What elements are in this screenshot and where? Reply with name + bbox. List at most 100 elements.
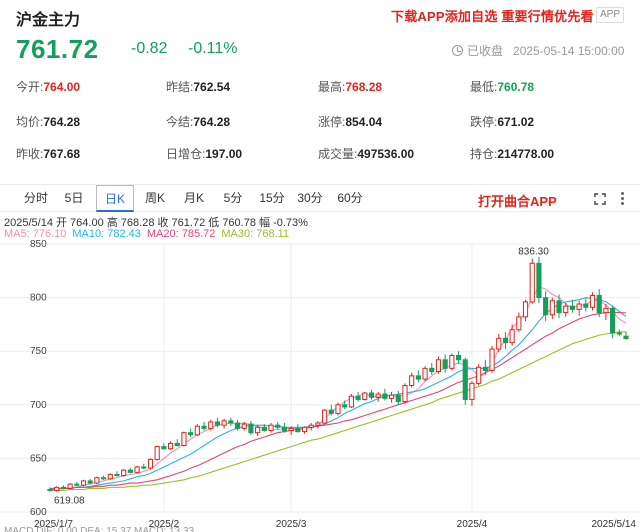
market-status-text: 已收盘 [467, 44, 504, 58]
stat-label: 最高: [318, 80, 346, 94]
tab-2[interactable]: 日K [96, 185, 134, 212]
y-tick-label: 650 [30, 453, 47, 464]
candle-body [348, 395, 354, 408]
stat-item: 最高:768.28 [318, 78, 382, 95]
stat-value: 854.04 [345, 115, 383, 129]
candle-body [54, 486, 60, 492]
candle-body [402, 385, 408, 403]
stat-value: 764.28 [43, 115, 81, 129]
stat-item: 成交量:497536.00 [318, 145, 414, 162]
candle-body [543, 297, 549, 316]
candle-body [529, 262, 535, 303]
candle-body [60, 486, 66, 489]
candle-body [482, 366, 488, 371]
candle-body [415, 375, 421, 380]
candle-body [496, 337, 502, 350]
stat-label: 涨停: [318, 115, 346, 129]
more-vertical-icon[interactable] [621, 192, 625, 206]
stat-value: 760.78 [497, 80, 535, 94]
open-app-link[interactable]: 打开曲合APP [478, 194, 557, 209]
stat-label: 今开: [16, 80, 44, 94]
y-tick-label: 600 [30, 507, 47, 518]
candle-body [536, 262, 542, 299]
y-tick-label: 800 [30, 293, 47, 304]
stat-item: 最低:760.78 [470, 78, 534, 95]
x-tick-label: 2025/5/14 [592, 519, 637, 530]
candle-body [563, 305, 569, 314]
stat-value: 767.68 [43, 147, 81, 161]
y-tick-label: 700 [30, 400, 47, 411]
stat-value: 497536.00 [357, 147, 415, 161]
candle-body [87, 480, 93, 484]
candle-body [208, 421, 214, 429]
stat-label: 最低: [470, 80, 498, 94]
ma-line-ma20 [50, 312, 627, 489]
candle-body [234, 422, 241, 429]
candle-body [368, 392, 375, 398]
stat-value: 764.28 [193, 115, 231, 129]
candle-body [382, 393, 388, 399]
candle-body [509, 329, 515, 344]
stat-label: 成交量: [318, 147, 358, 161]
ma-line-ma5 [49, 286, 627, 492]
candle-body [442, 359, 448, 369]
candle-body [322, 409, 328, 424]
candle-body [435, 359, 442, 373]
candle-body [67, 483, 73, 489]
stat-item: 跌停:671.02 [470, 113, 534, 130]
candle-body [94, 477, 100, 484]
candle-body [449, 354, 455, 369]
candle-body [121, 469, 127, 477]
candle-body [455, 354, 462, 361]
candle-body [623, 335, 629, 340]
tab-3[interactable]: 周K [144, 191, 165, 205]
ma-legend-item: MA30: 768.11 [221, 228, 290, 240]
ma-legend-item: MA10: 782.43 [72, 228, 141, 240]
tab-0[interactable]: 分时 [23, 191, 48, 205]
candle-body [80, 480, 87, 486]
top-bar: 沪金主力 下载APP添加自选 重要行情优先看 APP [0, 0, 640, 32]
candle-body [409, 375, 415, 387]
candle-body [275, 424, 281, 428]
stat-item: 今开:764.00 [16, 78, 80, 95]
candle-body [188, 432, 194, 436]
stat-value: 762.54 [193, 80, 231, 94]
candle-body [248, 423, 254, 434]
candle-body [174, 442, 180, 447]
candle-body [569, 305, 575, 310]
candle-body [469, 382, 475, 400]
stat-label: 跌停: [470, 115, 498, 129]
candle-body [147, 458, 154, 469]
candle-body [355, 395, 361, 400]
tab-4[interactable]: 月K [183, 191, 204, 205]
tab-6[interactable]: 15分 [259, 191, 285, 205]
chart-period-tabs: 打开曲合APP 分时 5日 日K 周K 月K 5分 15分 30分 60分 [0, 184, 640, 212]
candle-body [576, 303, 582, 310]
candle-body [194, 425, 200, 436]
candle-body [476, 366, 482, 384]
candle-body [127, 469, 133, 473]
candle-body [375, 393, 381, 398]
candle-body [74, 483, 80, 486]
max-price-label: 836.30 [518, 247, 549, 258]
tab-5[interactable]: 5分 [223, 191, 243, 205]
download-app-promo-link[interactable]: 下载APP添加自选 重要行情优先看 [391, 9, 594, 24]
stat-item: 昨收:767.68 [16, 145, 80, 162]
candle-body [328, 409, 334, 414]
tab-8[interactable]: 60分 [337, 191, 363, 205]
candle-body [596, 294, 602, 314]
candle-info: 2025/5/14 开 764.00 高 768.28 收 761.72 低 7… [4, 217, 308, 229]
candle-body [241, 423, 247, 429]
min-price-label: 619.08 [54, 496, 85, 507]
tab-1[interactable]: 5日 [64, 191, 84, 205]
ma-legend-item: MA20: 785.72 [146, 228, 216, 240]
expand-icon[interactable] [594, 193, 606, 205]
candle-body [301, 426, 308, 433]
market-status: 已收盘 2025-05-14 15:00:00 [452, 42, 624, 59]
tab-7[interactable]: 30分 [297, 191, 323, 205]
stat-item: 日增仓:197.00 [166, 145, 242, 162]
candle-body [603, 307, 609, 314]
stat-label: 均价: [16, 115, 44, 129]
